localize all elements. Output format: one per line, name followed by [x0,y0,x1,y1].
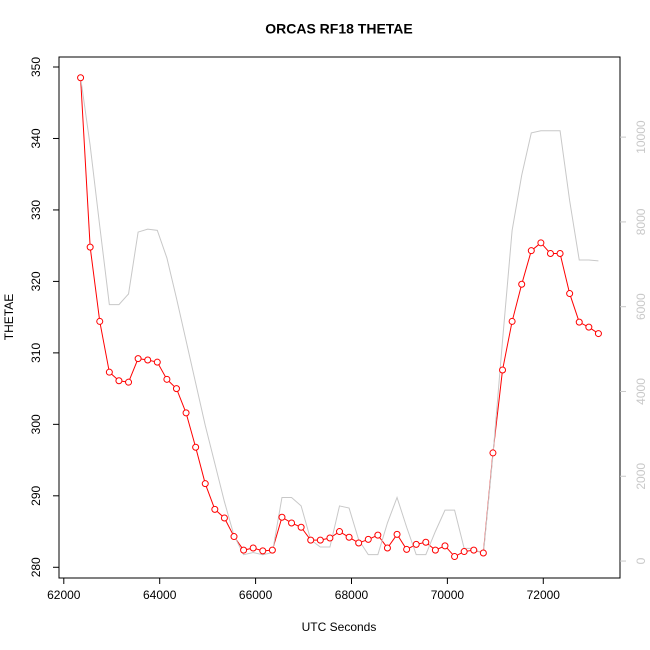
data-point [537,239,545,247]
data-point [249,544,257,552]
data-point [383,544,391,552]
data-point [374,531,382,539]
data-point [556,250,564,258]
y-axis-label: THETAE [2,294,16,340]
data-point [230,533,238,541]
data-point [96,317,104,325]
y-tick-label: 280 [29,557,43,577]
y2-tick-label: 2000 [634,463,648,490]
x-tick-label: 72000 [527,588,561,602]
y-tick-label: 350 [29,57,43,77]
data-point [288,519,296,527]
data-point [585,323,593,331]
plot-box [58,56,621,579]
y2-tick-label: 10000 [634,120,648,154]
data-point [441,542,449,550]
data-point [172,385,180,393]
data-point [77,74,85,82]
data-point [307,536,315,544]
series-line [80,77,599,558]
data-point [431,546,439,554]
y-tick-label: 340 [29,128,43,148]
data-point [422,538,430,546]
y-tick-label: 320 [29,271,43,291]
data-point [393,530,401,538]
data-point [220,514,228,522]
data-point [326,534,334,542]
y-tick-label: 300 [29,414,43,434]
data-point [297,523,305,531]
data-point [518,280,526,288]
chart-title: ORCAS RF18 THETAE [265,21,413,37]
x-tick-label: 64000 [143,588,177,602]
y-tick-label: 310 [29,343,43,363]
data-point [336,528,343,536]
x-tick-label: 62000 [47,588,81,602]
data-point [134,355,142,363]
data-point [153,358,161,366]
x-axis-label: UTC Seconds [302,620,377,634]
data-point [268,546,276,554]
data-point [86,243,94,251]
data-point [163,375,171,383]
y2-tick-label: 0 [634,557,648,564]
data-point [182,409,190,417]
data-point [201,480,209,488]
data-point [345,533,353,541]
data-point [316,536,324,544]
data-point [499,366,507,374]
data-point [192,443,200,451]
data-point [575,318,583,326]
data-point [460,548,468,556]
y-tick-label: 330 [29,200,43,220]
data-point [546,250,554,258]
data-point [144,356,152,364]
data-point [594,330,602,338]
data-point [451,553,459,561]
data-point [105,368,113,376]
x-tick-label: 68000 [335,588,369,602]
data-point [355,539,363,547]
data-point [125,378,133,386]
data-point [508,317,516,325]
series-line [80,77,599,556]
y2-tick-label: 8000 [634,208,648,235]
x-tick-label: 70000 [431,588,465,602]
data-point [403,545,411,553]
data-point [364,535,372,543]
x-tick-label: 66000 [239,588,273,602]
y2-tick-label: 4000 [634,378,648,405]
data-point [479,549,487,557]
data-point [489,449,497,457]
y-tick-label: 290 [29,485,43,505]
data-point [259,547,267,555]
data-point [470,546,478,554]
data-point [278,513,286,521]
data-point [115,377,123,385]
data-point [412,540,420,548]
data-point [240,546,248,554]
data-point [211,505,219,513]
data-point [566,290,574,298]
y2-tick-label: 6000 [634,293,648,320]
data-point [527,247,535,255]
